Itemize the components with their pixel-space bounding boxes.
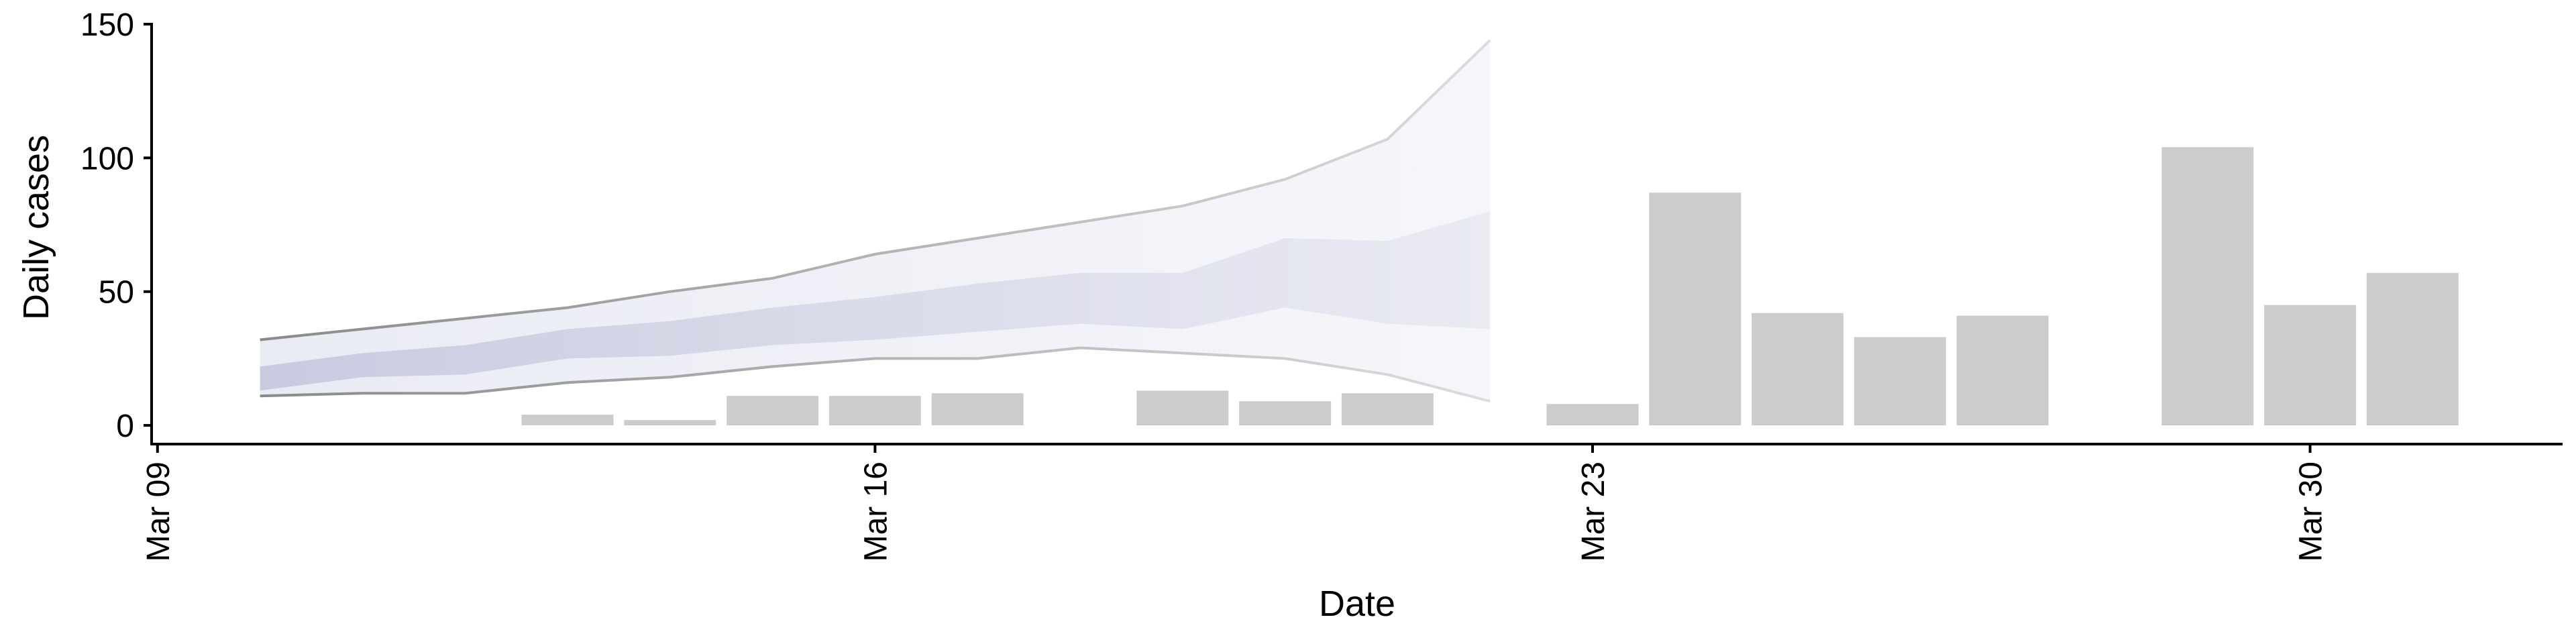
bar [727,396,819,426]
y-tick-layer: 0 50 100 150 [80,7,152,444]
bar [624,420,716,426]
bar [2366,272,2459,426]
y-tick-label: 50 [99,275,134,311]
bar [1956,315,2049,426]
x-tick-label: Mar 16 [858,462,894,561]
bar [2264,305,2357,426]
bar [1341,393,1434,425]
bar [521,415,614,425]
x-axis-title: Date [1319,584,1395,624]
bar [1136,390,1229,426]
y-tick-label: 150 [80,7,134,43]
bar [1239,401,1332,426]
x-tick-label: Mar 23 [1576,462,1611,561]
forecast-band-layer [260,39,1491,403]
x-tick-layer: Mar 09 Mar 16 Mar 23 Mar 30 [141,444,2329,561]
y-axis-title: Daily cases [16,135,56,320]
x-tick-label: Mar 30 [2294,462,2329,561]
bar-layer [521,147,2459,426]
bar [931,393,1024,425]
bar [1546,404,1639,426]
inner-interval-band [260,211,1491,391]
bar [1649,193,1741,426]
outer-band-lower-line [260,346,1491,403]
x-tick-label: Mar 09 [141,462,176,561]
bar [1854,337,1946,426]
bar [2161,147,2254,426]
axis-layer [150,23,2563,445]
outer-band-upper-line [260,39,1491,341]
bar [828,396,921,426]
y-tick-label: 100 [80,141,134,176]
bar [1752,313,1844,426]
y-tick-label: 0 [116,409,134,444]
